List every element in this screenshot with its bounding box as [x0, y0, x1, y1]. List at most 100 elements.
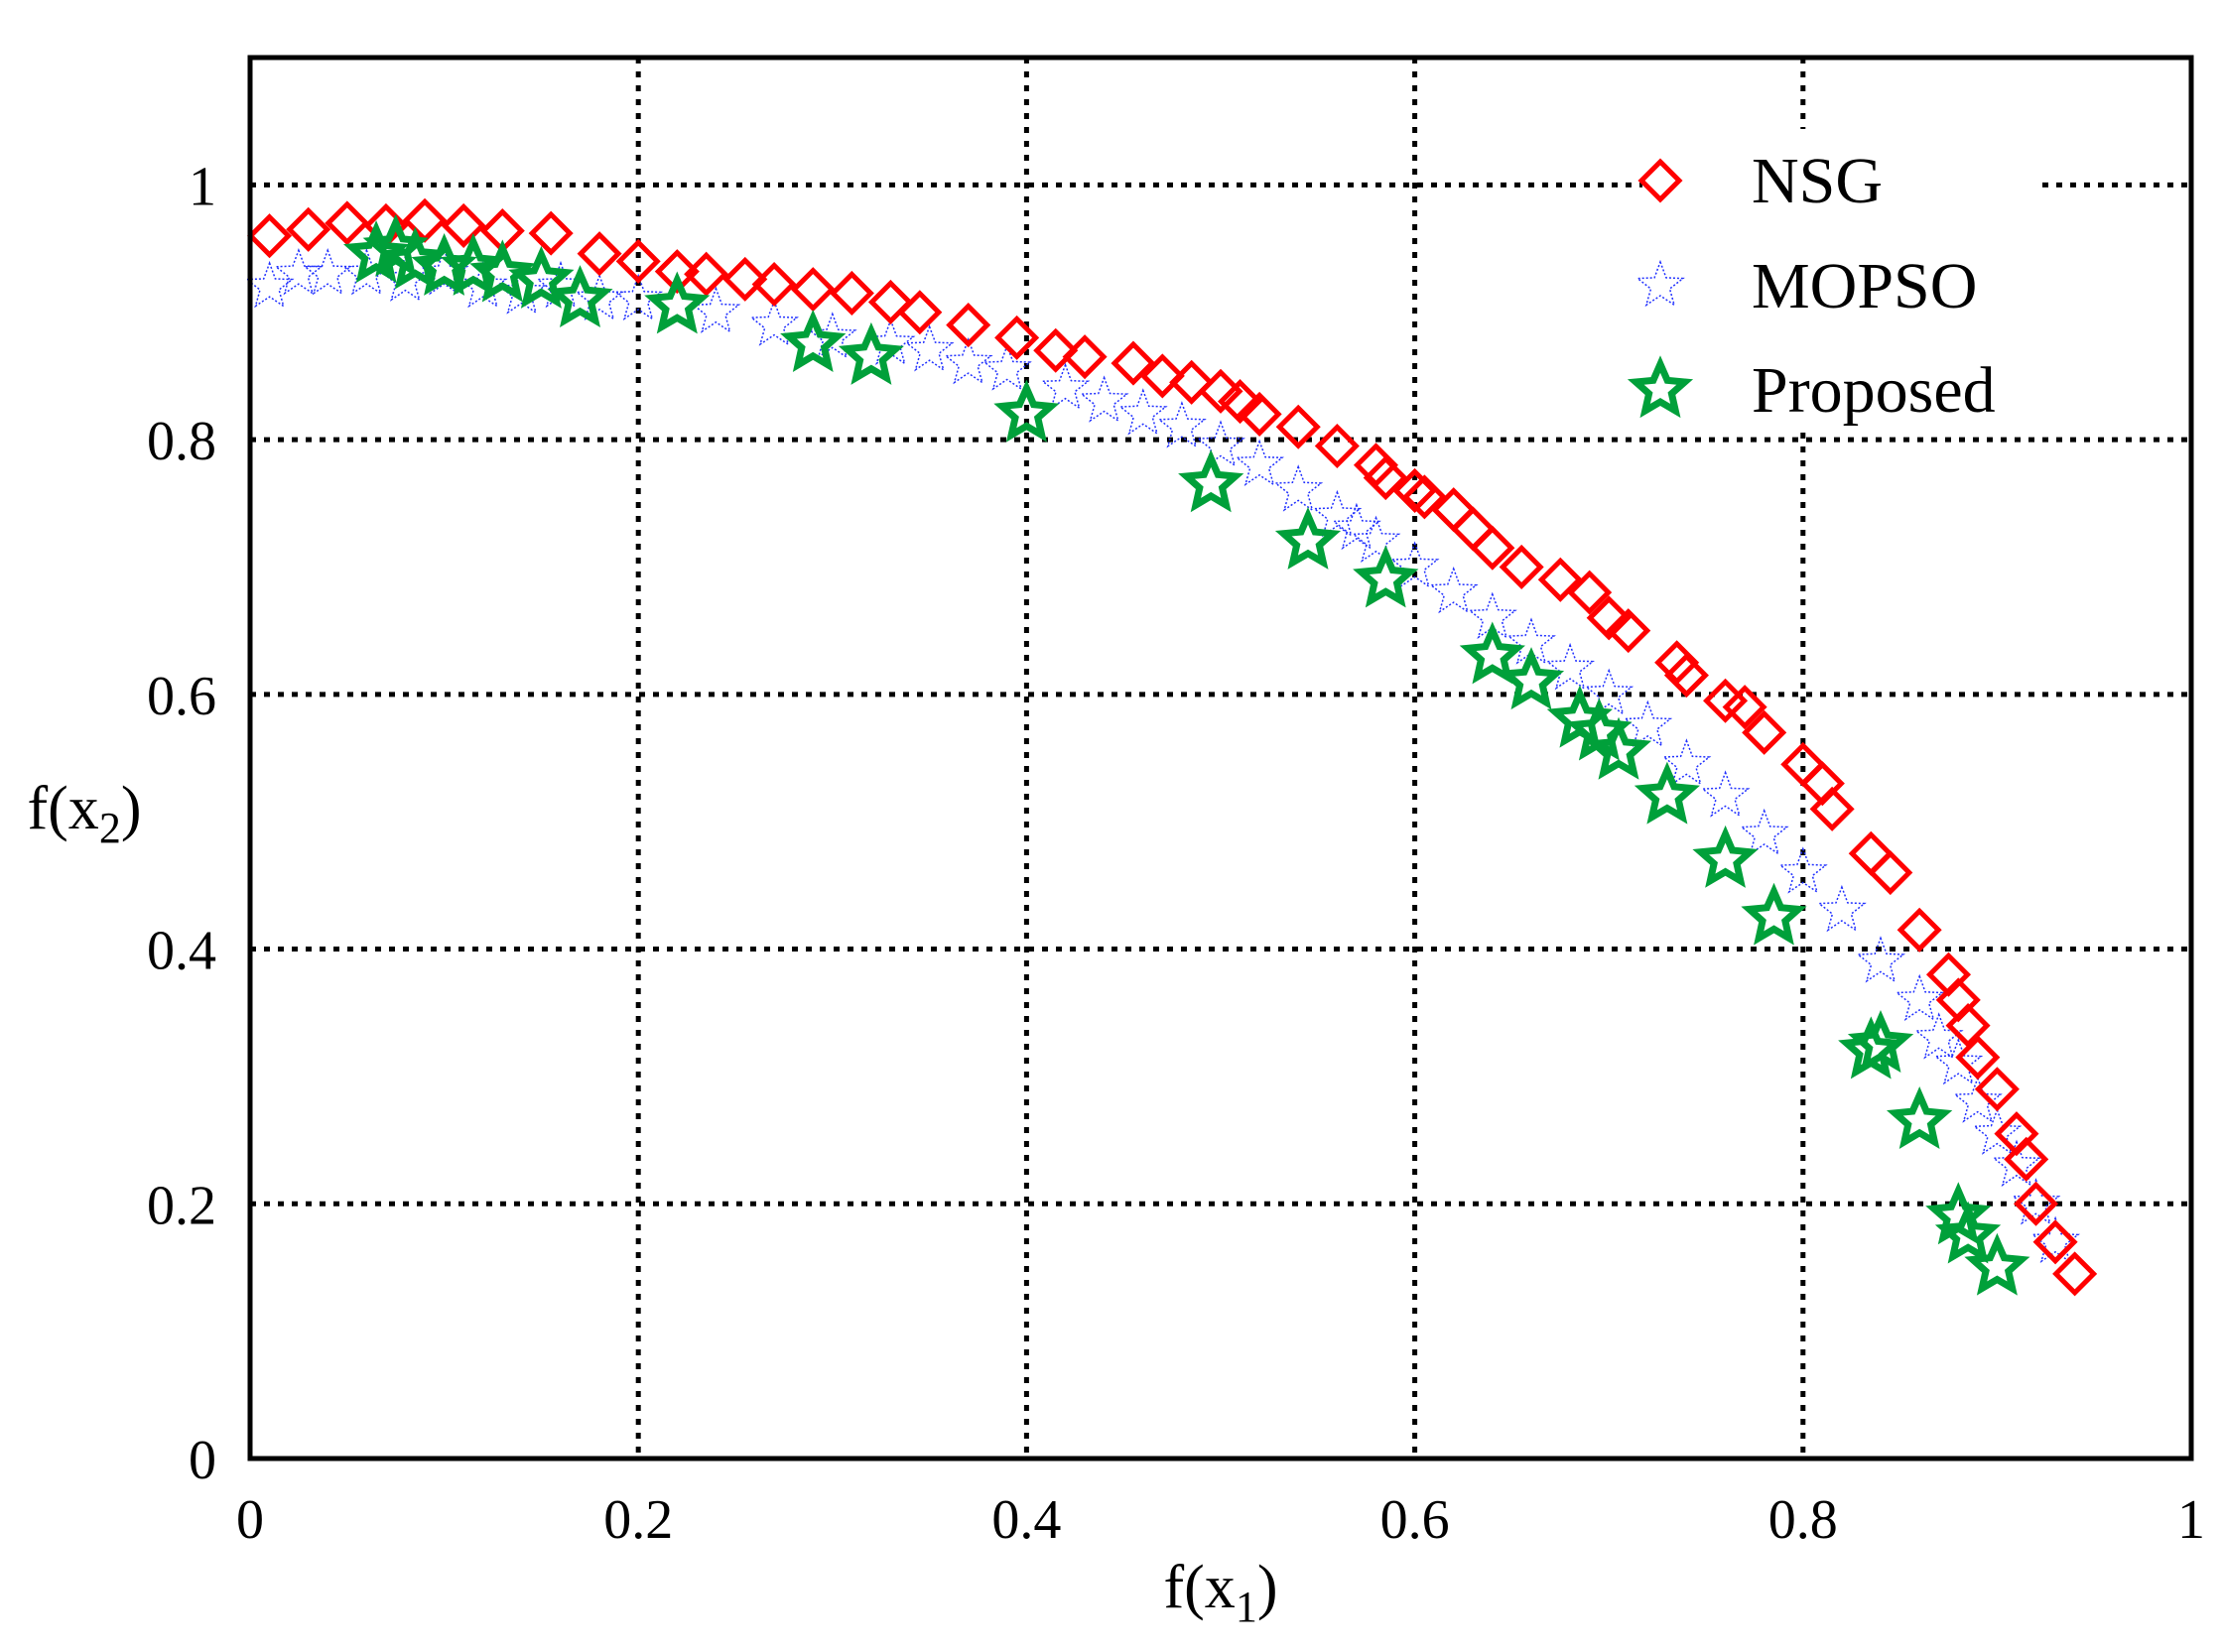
- data-point-proposed: [1585, 716, 1652, 780]
- data-point-nsg: [1955, 1035, 2001, 1080]
- data-point-mopso: [613, 273, 664, 321]
- data-point-proposed: [1498, 647, 1565, 710]
- data-point-mopso: [274, 248, 324, 296]
- data-point-mopso: [1584, 668, 1635, 715]
- data-point-mopso: [1661, 738, 1712, 786]
- data-point-mopso: [904, 324, 955, 372]
- data-point-nsg: [286, 206, 331, 252]
- data-point-mopso: [1389, 541, 1440, 588]
- data-point-mopso: [1895, 973, 1945, 1022]
- data-point-proposed: [644, 271, 711, 334]
- data-point-proposed: [547, 265, 613, 328]
- data-point-nsg: [615, 238, 661, 284]
- data-point-proposed: [1274, 506, 1342, 570]
- data-point-mopso: [1817, 884, 1867, 933]
- x-tick-label: 0.4: [991, 1489, 1061, 1551]
- data-point-proposed: [1692, 825, 1759, 888]
- data-point-nsg: [1450, 506, 1496, 552]
- data-point-proposed: [1925, 1182, 1992, 1245]
- data-point-mopso: [1235, 439, 1284, 486]
- data-point-proposed: [1459, 621, 1525, 685]
- data-point-mopso: [1856, 936, 1905, 983]
- data-point-mopso: [1351, 515, 1401, 563]
- grid-lines: [250, 58, 2191, 1459]
- data-point-mopso: [1972, 1107, 2023, 1155]
- data-point-nsg: [751, 261, 797, 308]
- data-point-nsg: [1169, 359, 1215, 405]
- series-nsg: [247, 197, 2098, 1297]
- data-point-nsg: [1363, 455, 1408, 501]
- series-proposed: [343, 213, 2030, 1296]
- data-point-mopso: [1739, 808, 1789, 856]
- legend-marker-proposed: [1627, 355, 1694, 419]
- data-point-nsg: [654, 249, 700, 295]
- data-point-nsg: [1499, 544, 1544, 589]
- x-tick-label: 0: [236, 1489, 264, 1551]
- data-point-nsg: [1868, 849, 1913, 896]
- data-point-nsg: [897, 290, 943, 335]
- data-point-nsg: [722, 256, 768, 302]
- data-point-mopso: [1273, 464, 1324, 512]
- data-point-mopso: [1079, 375, 1129, 423]
- data-point-proposed: [1353, 545, 1419, 608]
- data-point-nsg: [1314, 423, 1360, 469]
- data-point-nsg: [684, 251, 729, 297]
- data-point-proposed: [780, 309, 847, 373]
- data-point-nsg: [1275, 404, 1321, 449]
- data-point-mopso: [303, 248, 353, 296]
- data-point-nsg: [1896, 907, 1942, 953]
- legend-marker-mopso: [1635, 259, 1685, 308]
- y-axis-label: f(x2): [28, 775, 142, 852]
- data-point-nsg: [2013, 1181, 2059, 1226]
- data-point-nsg: [829, 270, 874, 317]
- data-point-nsg: [1606, 608, 1651, 654]
- data-points: [244, 197, 2098, 1297]
- y-tick-label: 0.2: [147, 1175, 216, 1236]
- data-point-proposed: [1934, 1201, 2002, 1264]
- legend-label-mopso: MOPSO: [1752, 250, 1977, 322]
- data-point-mopso: [2030, 1215, 2080, 1263]
- legend: NSG MOPSO Proposed: [1627, 129, 2039, 432]
- data-point-nsg: [1974, 1067, 2020, 1112]
- data-point-mopso: [1332, 502, 1381, 551]
- plot-area-frame: [247, 55, 2194, 1461]
- data-point-proposed: [993, 379, 1060, 443]
- data-point-mopso: [1312, 489, 1363, 538]
- data-point-nsg: [1470, 525, 1515, 571]
- data-point-mopso: [1952, 1076, 2003, 1123]
- y-tick-label: 1: [189, 156, 216, 217]
- data-point-nsg: [1742, 709, 1787, 755]
- data-point-nsg: [867, 279, 914, 324]
- data-point-proposed: [1887, 1085, 1953, 1150]
- data-point-mopso: [1933, 1037, 1984, 1085]
- data-point-mopso: [1777, 846, 1828, 894]
- data-point-proposed: [1634, 761, 1700, 825]
- data-point-nsg: [2004, 1136, 2049, 1182]
- axis-ticks: 0 0.2 0.4 0.6 0.8 1 0 0.2 0.4 0.6 0.8 1: [147, 156, 2205, 1551]
- data-point-nsg: [1586, 595, 1632, 641]
- data-point-mopso: [1428, 566, 1479, 614]
- legend-label-nsg: NSG: [1752, 145, 1883, 217]
- data-point-nsg: [1537, 557, 1583, 602]
- legend-marker-nsg: [1637, 158, 1683, 203]
- data-point-nsg: [1062, 334, 1108, 380]
- data-point-proposed: [838, 321, 904, 385]
- data-point-nsg: [402, 197, 448, 243]
- data-point-mopso: [244, 260, 295, 309]
- y-tick-label: 0.6: [147, 666, 216, 727]
- y-tick-label: 0.4: [147, 921, 216, 982]
- data-point-mopso: [1623, 699, 1673, 748]
- data-point-nsg: [1111, 340, 1156, 386]
- data-point-nsg: [528, 210, 574, 256]
- data-point-proposed: [1964, 1232, 2030, 1296]
- data-point-mopso: [1117, 388, 1168, 436]
- data-point-proposed: [469, 239, 536, 303]
- data-point-mopso: [1157, 401, 1207, 448]
- data-point-proposed: [508, 245, 575, 309]
- data-point-proposed: [1741, 882, 1807, 946]
- legend-label-proposed: Proposed: [1752, 354, 1996, 427]
- data-point-nsg: [1703, 678, 1749, 723]
- data-point-nsg: [1401, 474, 1447, 520]
- data-point-nsg: [1567, 570, 1613, 615]
